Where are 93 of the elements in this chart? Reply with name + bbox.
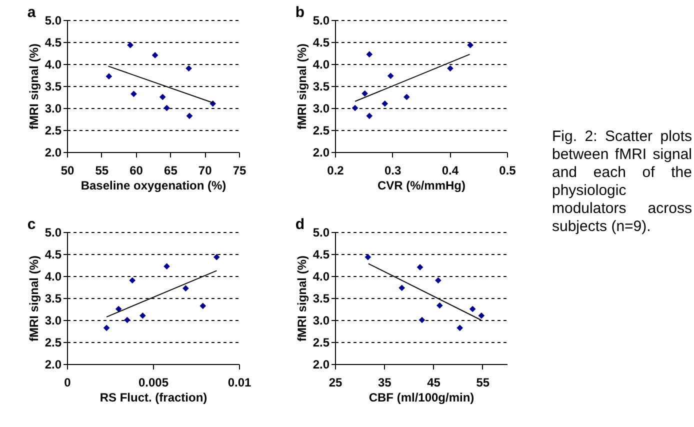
x-tick-label: 45: [427, 376, 441, 390]
y-tick-label: 3.5: [44, 80, 62, 94]
y-tick-label: 4.0: [312, 58, 330, 72]
y-axis-title: fMRI signal (%): [294, 256, 309, 342]
y-tick-label: 5.0: [312, 226, 330, 240]
point: [387, 72, 394, 80]
point: [382, 100, 388, 107]
y-tick-label: 2.0: [312, 358, 330, 372]
point: [398, 284, 405, 292]
y-tick-label: 3.0: [44, 314, 62, 328]
point: [404, 94, 410, 100]
point: [129, 277, 136, 284]
x-tick-label: 75: [232, 164, 246, 178]
y-tick-label: 3.5: [44, 292, 62, 306]
caption: Fig. 2: Scatter plots between fMRI signal and each of the physiologic modulators across subjects (n=9).: [552, 128, 692, 236]
point: [186, 112, 193, 120]
y-axis-title: fMRI signal (%): [26, 256, 41, 342]
x-axis-title: CVR (%/mmHg): [377, 178, 466, 192]
x-tick-label: 0.4: [442, 164, 459, 178]
y-tick-label: 2.5: [44, 336, 62, 350]
y-tick-label: 3.5: [312, 292, 330, 306]
chart-title: a: [27, 4, 36, 21]
y-tick-label: 5.0: [44, 14, 62, 28]
x-tick-label: 70: [198, 164, 212, 178]
y-tick-label: 3.0: [44, 102, 62, 116]
y-tick-label: 4.0: [312, 270, 330, 284]
y-tick-label: 4.0: [44, 58, 62, 72]
point: [164, 263, 170, 270]
point: [200, 302, 206, 310]
chart-title: c: [27, 216, 36, 233]
x-axis-title: CBF (ml/100g/min): [368, 390, 474, 404]
y-tick-label: 4.5: [44, 248, 62, 262]
point: [362, 90, 368, 97]
y-tick-label: 4.5: [44, 36, 62, 50]
x-tick-label: 65: [164, 164, 178, 178]
x-tick-label: 0.2: [327, 164, 344, 178]
point: [436, 302, 443, 309]
x-tick-label: 0.5: [499, 164, 516, 178]
point: [127, 42, 134, 48]
point: [140, 312, 146, 319]
point: [106, 73, 112, 80]
x-tick-label: 60: [130, 164, 144, 178]
point: [186, 65, 192, 72]
y-tick-label: 3.0: [312, 314, 330, 328]
point: [469, 306, 476, 312]
x-tick-label: 25: [328, 376, 342, 390]
x-axis-title: RS Fluct. (fraction): [100, 390, 208, 404]
y-tick-label: 4.5: [312, 36, 330, 50]
y-tick-label: 4.5: [312, 248, 330, 262]
point: [159, 94, 166, 100]
point: [366, 112, 373, 120]
x-tick-label: 55: [95, 164, 109, 178]
point: [366, 51, 373, 58]
point: [103, 324, 110, 332]
x-tick-label: 0.01: [228, 376, 252, 390]
y-tick-label: 2.5: [44, 124, 62, 138]
x-tick-label: 55: [476, 376, 490, 390]
x-tick-label: 0.005: [138, 376, 169, 390]
y-axis-title: fMRI signal (%): [26, 44, 41, 130]
point: [213, 254, 220, 260]
point: [456, 324, 463, 332]
point: [416, 264, 424, 270]
chart-title: b: [295, 4, 304, 21]
y-tick-label: 3.5: [312, 80, 330, 94]
y-tick-label: 2.0: [44, 146, 62, 160]
point: [152, 52, 158, 58]
y-tick-label: 2.5: [312, 124, 330, 138]
y-tick-label: 5.0: [312, 14, 330, 28]
point: [352, 104, 358, 112]
point: [467, 42, 474, 48]
y-tick-label: 3.0: [312, 102, 330, 116]
y-tick-label: 2.5: [312, 336, 330, 350]
point: [115, 306, 122, 312]
y-tick-label: 2.0: [44, 358, 62, 372]
y-axis-title: fMRI signal (%): [294, 44, 309, 130]
point: [130, 90, 137, 98]
point: [182, 285, 189, 292]
point: [478, 312, 485, 319]
y-tick-label: 5.0: [44, 226, 62, 240]
x-tick-label: 50: [60, 164, 74, 178]
point: [447, 65, 454, 72]
point: [124, 316, 130, 324]
point: [164, 104, 170, 112]
chart-title: d: [295, 216, 304, 233]
point: [364, 254, 372, 260]
x-axis-title: Baseline oxygenation (%): [80, 178, 226, 192]
point: [418, 316, 426, 324]
x-tick-label: 35: [378, 376, 392, 390]
y-tick-label: 4.0: [44, 270, 62, 284]
x-tick-label: 0: [64, 376, 72, 390]
x-tick-label: 0.3: [384, 164, 402, 178]
y-tick-label: 2.0: [312, 146, 330, 160]
point: [435, 277, 442, 284]
